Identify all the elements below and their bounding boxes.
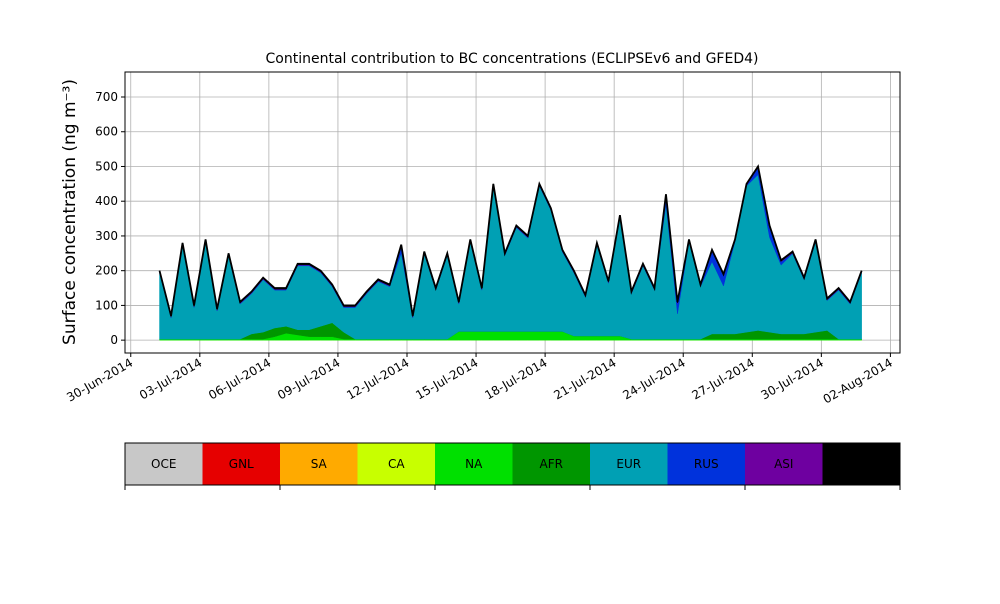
legend-swatch — [202, 443, 280, 485]
y-axis-label: Surface concentration (ng m⁻³) — [60, 79, 80, 345]
y-tick-label: 400 — [95, 194, 118, 208]
legend-swatch — [745, 443, 823, 485]
plot-frame — [124, 71, 901, 354]
y-tick-label: 500 — [95, 159, 118, 173]
legend-swatch — [667, 443, 745, 485]
y-tick-label: 200 — [95, 264, 118, 278]
chart-title: Continental contribution to BC concentra… — [266, 51, 759, 67]
legend-label: AUS — [849, 457, 874, 471]
y-tick-label: 100 — [95, 298, 118, 312]
legend-swatch — [280, 443, 358, 485]
legend-swatch — [125, 443, 203, 485]
legend-swatch — [590, 443, 668, 485]
y-tick-label: 300 — [95, 229, 118, 243]
legend-label: GNL — [229, 457, 254, 471]
legend-label: CA — [388, 457, 405, 471]
y-tick-label: 600 — [95, 125, 118, 139]
legend-swatch — [822, 443, 900, 485]
legend-swatch — [435, 443, 513, 485]
y-tick-label: 700 — [95, 90, 118, 104]
legend: OCE GNL SA CA NA AFR EUR RUS ASI AUS — [124, 442, 901, 490]
legend-frame — [124, 442, 901, 486]
legend-label: NA — [465, 457, 483, 471]
legend-swatch — [357, 443, 435, 485]
legend-label: AFR — [540, 457, 563, 471]
legend-label: EUR — [616, 457, 641, 471]
y-tick-label: 0 — [110, 333, 118, 347]
legend-label: SA — [311, 457, 328, 471]
legend-label: RUS — [694, 457, 719, 471]
area-outline — [158, 164, 863, 317]
legend-label: ASI — [774, 457, 793, 471]
legend-label: OCE — [151, 457, 176, 471]
legend-swatch — [512, 443, 590, 485]
